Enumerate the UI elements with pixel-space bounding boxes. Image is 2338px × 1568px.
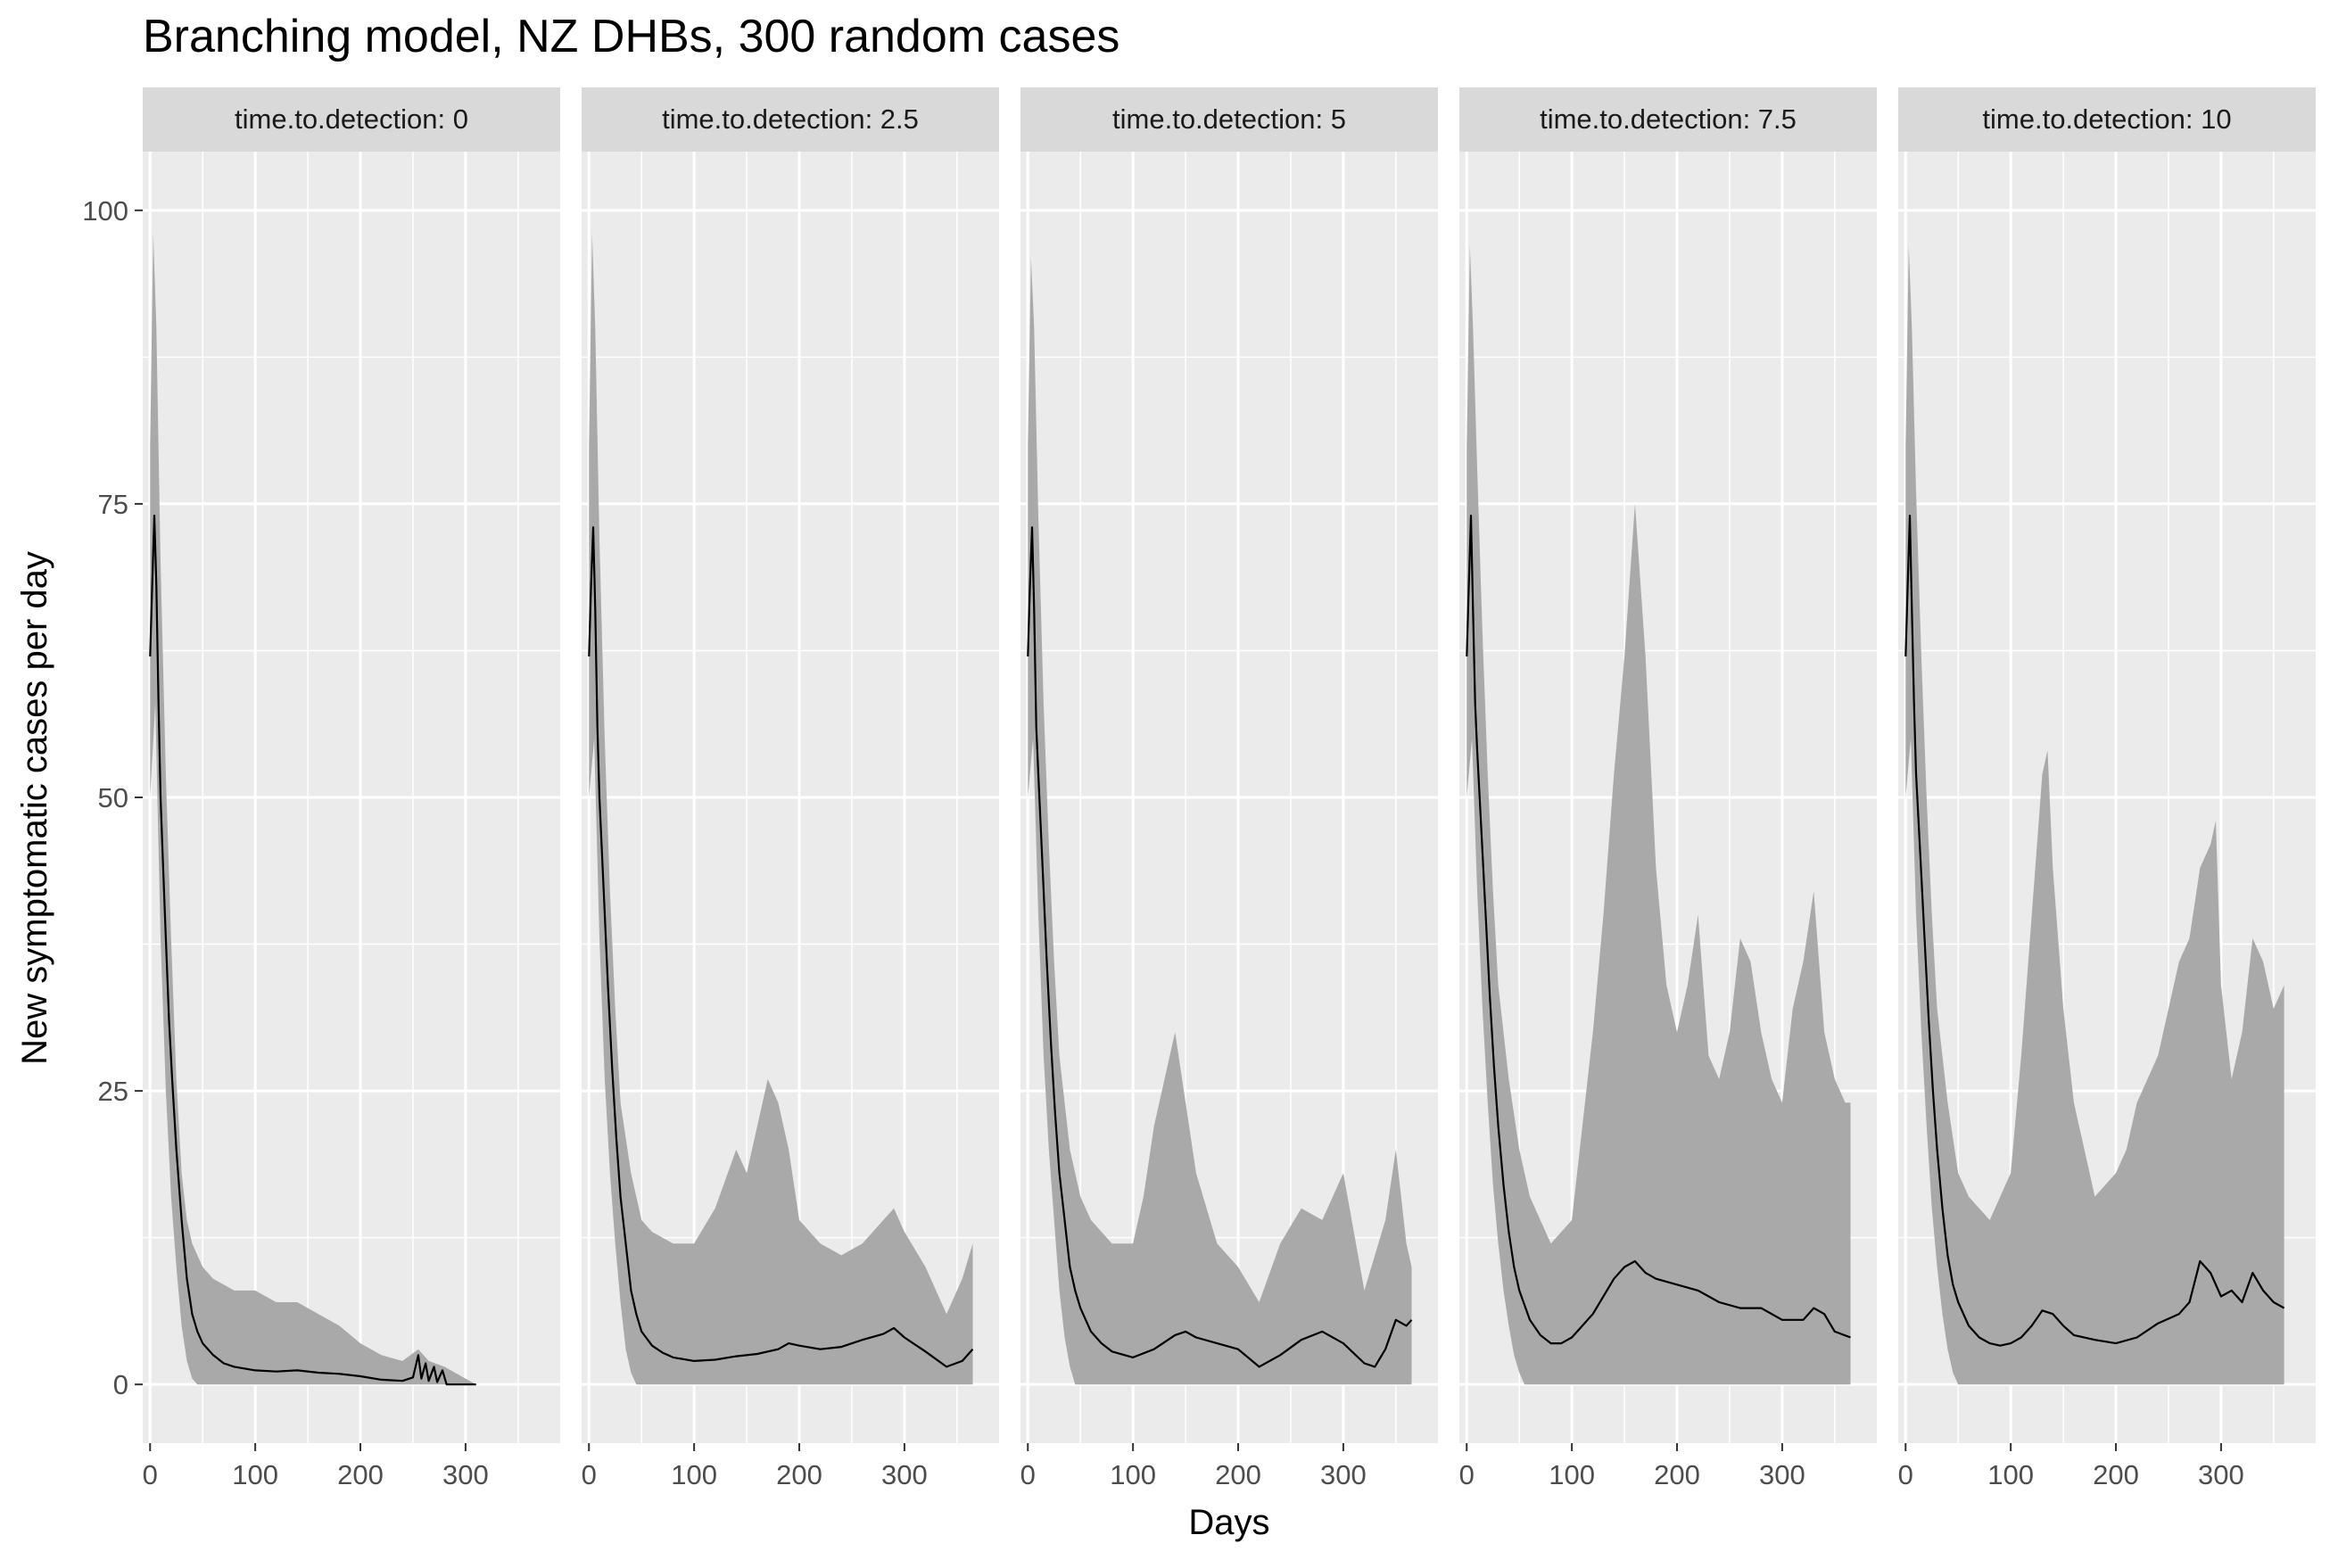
x-tick-label: 100	[1987, 1459, 2034, 1490]
y-tick-label: 0	[113, 1369, 128, 1400]
facet-panel: time.to.detection: 5 0 100 200 300	[1020, 87, 1438, 1490]
median-line	[1904, 515, 2285, 1347]
facet-strip-label: time.to.detection: 2.5	[662, 103, 919, 135]
median-line	[588, 526, 974, 1368]
y-tick-label: 100	[82, 195, 128, 227]
x-tick-label: 0	[1459, 1459, 1475, 1490]
facet-strip	[582, 87, 999, 152]
facet-panel: time.to.detection: 2.5 0 100 200 300	[582, 87, 999, 1490]
x-tick-label: 200	[337, 1459, 384, 1490]
x-tick-label: 0	[1898, 1459, 1913, 1490]
x-tick-label: 100	[1110, 1459, 1156, 1490]
facet-strip	[1898, 87, 2316, 152]
x-tick-label: 300	[1759, 1459, 1805, 1490]
uncertainty-ribbon	[1028, 257, 1412, 1385]
facet-panel: time.to.detection: 0 0 100 200 300	[143, 87, 560, 1490]
facet-panel: time.to.detection: 10 0 100 200 300	[1898, 87, 2316, 1490]
facet-strip	[1459, 87, 1877, 152]
x-tick-label: 0	[1020, 1459, 1036, 1490]
uncertainty-ribbon	[150, 234, 476, 1385]
x-tick-label: 0	[143, 1459, 158, 1490]
median-line	[1027, 526, 1413, 1368]
uncertainty-ribbon	[589, 234, 973, 1385]
x-tick-label: 200	[2093, 1459, 2139, 1490]
x-tick-label: 200	[776, 1459, 822, 1490]
facet-panels: 0 25 50 75 100 time.to.detection: 0 0 100 200 300…	[82, 87, 2316, 1490]
x-tick-label: 300	[1320, 1459, 1367, 1490]
x-tick-label: 300	[2198, 1459, 2244, 1490]
uncertainty-ribbon	[1905, 245, 2284, 1385]
facet-strip-label: time.to.detection: 7.5	[1540, 103, 1797, 135]
x-axis-label: Days	[1188, 1503, 1269, 1542]
x-tick-label: 300	[881, 1459, 928, 1490]
x-tick-label: 200	[1654, 1459, 1700, 1490]
y-axis-label: New symptomatic cases per day	[15, 551, 54, 1065]
facet-strip-label: time.to.detection: 0	[235, 103, 468, 135]
facet-strip	[1020, 87, 1438, 152]
uncertainty-ribbon	[1466, 245, 1851, 1385]
x-tick-label: 100	[1549, 1459, 1595, 1490]
y-tick-label: 75	[98, 489, 128, 520]
chart-title: Branching model, NZ DHBs, 300 random cas…	[143, 11, 1119, 62]
median-line	[149, 515, 476, 1386]
x-tick-label: 100	[671, 1459, 717, 1490]
facet-panel: time.to.detection: 7.5 0 100 200 300	[1459, 87, 1877, 1490]
facet-strip-label: time.to.detection: 5	[1112, 103, 1346, 135]
facet-strip	[143, 87, 560, 152]
x-tick-label: 300	[442, 1459, 489, 1490]
y-tick-label: 50	[98, 782, 128, 813]
facet-strip-label: time.to.detection: 10	[1982, 103, 2231, 135]
median-line	[1466, 515, 1851, 1345]
x-tick-label: 200	[1215, 1459, 1261, 1490]
y-tick-label: 25	[98, 1076, 128, 1107]
x-tick-label: 0	[582, 1459, 597, 1490]
x-tick-label: 100	[232, 1459, 278, 1490]
